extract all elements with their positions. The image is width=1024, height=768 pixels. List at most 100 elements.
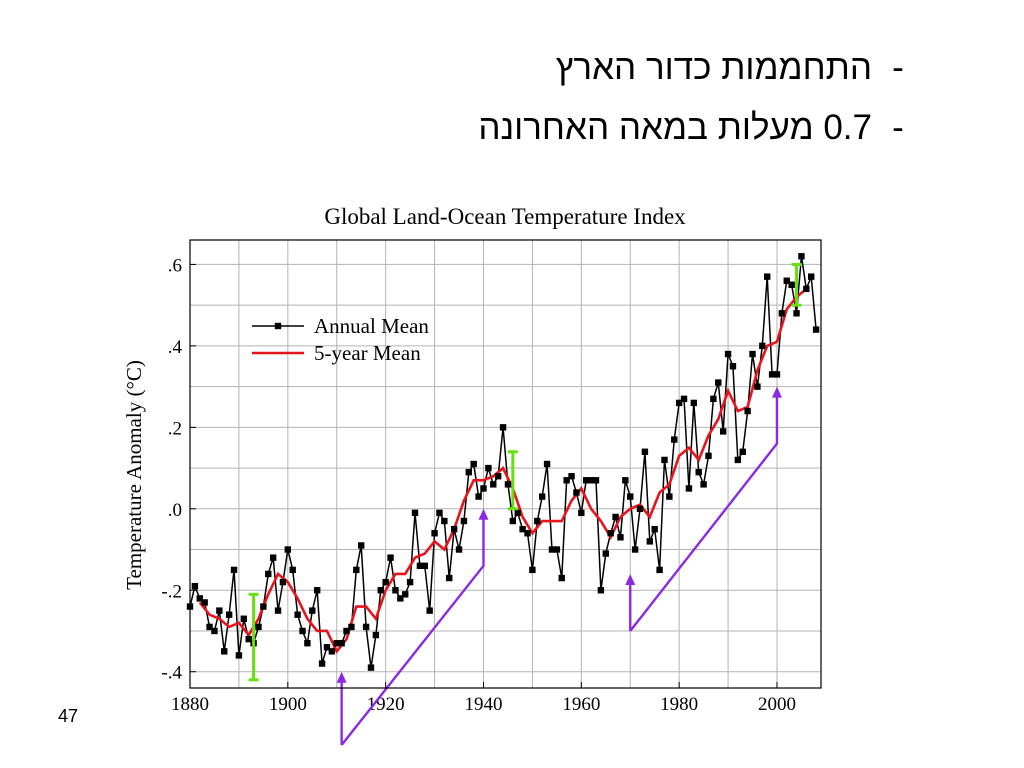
annual-mean-point xyxy=(573,489,580,496)
five-year-mean-line xyxy=(198,287,808,654)
annual-mean-point xyxy=(274,607,282,614)
annual-mean-point xyxy=(548,546,556,553)
x-tick-label: 1920 xyxy=(367,694,405,715)
bullet-list: - התחממות כדור הארץ - 0.7 מעלות במאה האח… xyxy=(224,38,924,158)
annual-mean-point xyxy=(255,623,262,631)
annual-mean-point xyxy=(627,493,634,500)
annual-mean-line xyxy=(189,256,817,668)
annual-mean-point xyxy=(514,509,521,517)
annual-mean-point xyxy=(221,648,228,655)
annual-mean-point xyxy=(460,517,468,525)
annual-mean-point xyxy=(411,509,419,517)
legend-annual-marker xyxy=(274,322,282,330)
annual-mean-point xyxy=(812,326,820,333)
annual-mean-point xyxy=(299,627,306,635)
annual-mean-point xyxy=(465,468,473,476)
annual-mean-point xyxy=(392,587,399,594)
annual-mean-point xyxy=(480,485,487,492)
annual-mean-point xyxy=(284,546,292,553)
annual-mean-point xyxy=(367,664,375,671)
annual-mean-point xyxy=(338,640,345,647)
annual-mean-point xyxy=(490,481,497,488)
trend-arrowhead xyxy=(771,386,782,398)
annual-mean-point xyxy=(773,371,781,378)
annual-mean-point xyxy=(793,310,800,317)
annual-mean-point xyxy=(607,530,614,537)
annual-mean-point xyxy=(446,574,453,582)
annual-mean-point xyxy=(245,635,252,643)
annual-mean-point xyxy=(450,525,458,533)
annual-mean-point xyxy=(675,399,683,407)
y-tick-label: -.4 xyxy=(161,663,182,684)
annual-mean-point xyxy=(358,542,365,549)
annual-mean-point xyxy=(397,595,404,602)
plot-frame xyxy=(189,239,822,689)
annual-mean-point xyxy=(519,525,526,533)
annual-mean-point xyxy=(700,481,707,488)
annual-mean-point xyxy=(724,350,732,358)
bullet-text: 0.7 מעלות במאה האחרונה xyxy=(478,108,872,147)
annual-mean-point xyxy=(768,371,776,378)
annual-mean-point xyxy=(323,644,331,651)
annual-mean-point xyxy=(426,607,433,614)
annual-mean-point xyxy=(553,546,561,553)
chart-y-axis-label: Temperature Anomaly (°C) xyxy=(122,360,146,590)
annual-mean-point xyxy=(406,578,414,586)
annual-mean-point xyxy=(328,648,336,655)
page-number: 47 xyxy=(58,706,79,726)
annual-mean-point xyxy=(240,615,248,622)
annual-mean-point xyxy=(382,578,389,586)
annual-mean-point xyxy=(529,566,536,574)
annual-mean-point xyxy=(744,407,751,415)
annual-mean-point xyxy=(265,570,272,578)
annual-mean-point xyxy=(705,452,712,460)
annual-mean-point xyxy=(421,562,428,570)
trend-arrow xyxy=(629,395,779,632)
annual-mean-point xyxy=(309,607,316,614)
annual-mean-point xyxy=(710,395,717,403)
annual-mean-point xyxy=(646,538,653,545)
annual-mean-point xyxy=(578,509,585,517)
trend-arrowhead xyxy=(336,671,347,683)
annual-mean-point xyxy=(524,530,531,537)
annual-mean-point xyxy=(230,566,238,574)
annual-mean-point xyxy=(475,493,482,500)
chart-y-ticks: -.4 -.2 .0 .2 .4 .6 xyxy=(161,255,196,684)
y-tick-label: -.2 xyxy=(161,581,182,602)
annual-mean-point xyxy=(485,464,492,472)
x-tick-label: 1960 xyxy=(562,694,600,715)
annual-mean-point xyxy=(318,660,326,667)
annual-mean-point xyxy=(788,281,795,288)
annual-mean-point xyxy=(509,517,517,525)
annual-mean-point xyxy=(260,603,267,610)
annual-mean-point xyxy=(671,436,678,443)
annual-mean-point xyxy=(538,493,546,500)
annual-mean-point xyxy=(348,623,355,631)
chart-grid xyxy=(189,240,821,688)
annual-mean-point xyxy=(333,640,340,647)
y-tick-label: .4 xyxy=(168,337,183,358)
chart-title: Global Land-Ocean Temperature Index xyxy=(324,204,686,229)
y-tick-label: .2 xyxy=(168,418,182,439)
annual-mean-point xyxy=(749,350,756,358)
annual-mean-point xyxy=(206,623,213,631)
annual-mean-point xyxy=(201,599,208,606)
annual-mean-point xyxy=(294,611,301,618)
annual-mean-point xyxy=(656,566,663,574)
legend-annual-label: Annual Mean xyxy=(314,314,429,338)
annual-mean-point xyxy=(543,460,551,468)
annual-mean-point xyxy=(191,582,199,590)
annual-mean-point xyxy=(568,473,575,480)
chart-x-ticks: 1880 1900 1920 1940 1960 1980 2000 xyxy=(171,682,796,715)
annual-mean-point xyxy=(592,477,600,484)
annual-mean-point xyxy=(402,591,409,598)
annual-mean-point xyxy=(763,273,771,280)
annual-mean-point xyxy=(719,428,727,435)
annual-mean-point xyxy=(343,627,350,635)
annual-mean-point xyxy=(617,534,624,541)
legend-five-year-label: 5-year Mean xyxy=(314,341,421,365)
annual-mean-point xyxy=(631,546,639,553)
annual-mean-point xyxy=(279,578,287,586)
annual-mean-point xyxy=(739,448,746,455)
